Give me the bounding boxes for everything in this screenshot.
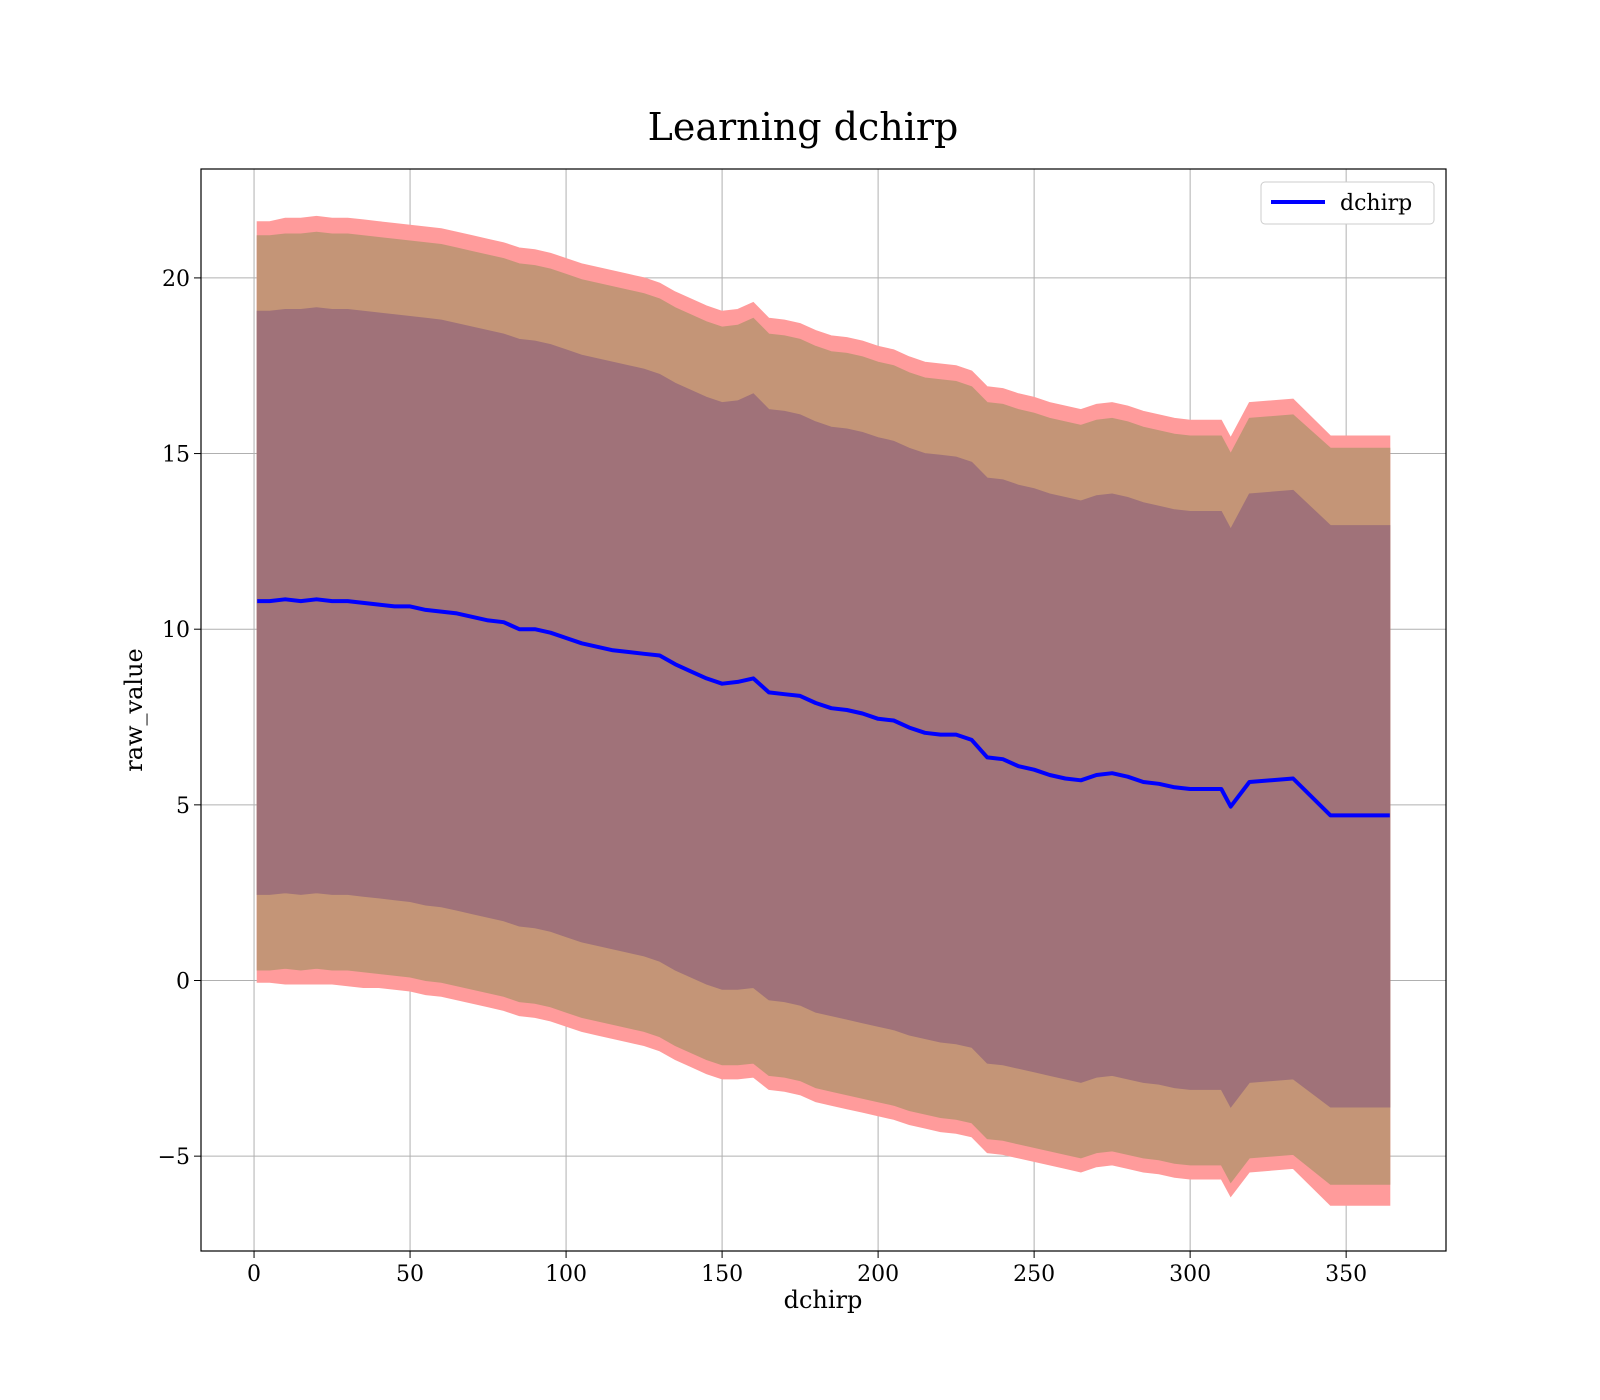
y-tick-label: 20 [162, 267, 190, 292]
x-axis-label: dchirp [784, 1286, 863, 1314]
legend-box [1260, 181, 1435, 225]
y-tick-label: 5 [176, 794, 190, 819]
x-tick-label: 100 [545, 1262, 587, 1287]
plot-frame [200, 168, 1447, 1252]
y-tick-label: 0 [176, 970, 190, 995]
y-tick-label: 10 [162, 618, 190, 643]
confidence-bands [256, 215, 1391, 1206]
y-axis-label: raw_value [120, 648, 148, 772]
x-tick-label: 300 [1169, 1262, 1211, 1287]
legend-label-dchirp: dchirp [1340, 191, 1412, 216]
x-tick-label: 250 [1013, 1262, 1055, 1287]
x-tick-label: 50 [396, 1262, 424, 1287]
series-lines [257, 597, 1390, 818]
axis-ticks: 0 50 100 150 200 250 300 350 −5 0 5 10 15 20 [158, 267, 1368, 1287]
series-line-dchirp [257, 597, 1390, 818]
x-tick-label: 350 [1325, 1262, 1367, 1287]
y-tick-label: 15 [162, 443, 190, 468]
x-tick-label: 150 [701, 1262, 743, 1287]
legend: dchirp [1260, 181, 1435, 225]
chart-title: Learning dchirp [648, 105, 959, 149]
y-tick-label: −5 [158, 1145, 190, 1170]
x-tick-label: 0 [247, 1262, 261, 1287]
x-tick-label: 200 [857, 1262, 899, 1287]
